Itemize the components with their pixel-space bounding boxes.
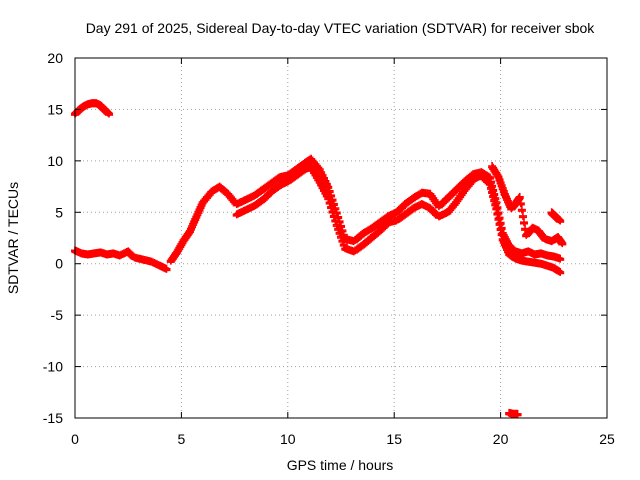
- x-axis-ticks: 0 5 10 15 20 25: [71, 58, 615, 447]
- data-point: [516, 199, 525, 208]
- x-tick-label: 10: [280, 431, 296, 447]
- data-point: [329, 211, 338, 220]
- data-point: [558, 239, 567, 248]
- data-point: [339, 240, 348, 249]
- data-point: [332, 220, 341, 229]
- data-point: [493, 209, 502, 218]
- data-point: [334, 224, 343, 233]
- data-point: [335, 228, 344, 237]
- y-tick-label: -15: [43, 410, 63, 426]
- data-point: [517, 205, 526, 214]
- y-tick-label: -10: [43, 359, 63, 375]
- x-tick-label: 0: [71, 431, 79, 447]
- data-point: [556, 216, 565, 225]
- x-axis-title: GPS time / hours: [287, 457, 394, 473]
- series-late-high: [547, 208, 565, 225]
- series-evening-loop: [488, 162, 567, 248]
- data-point: [556, 254, 565, 263]
- data-point: [515, 192, 524, 201]
- data-point: [485, 179, 494, 188]
- data-points: [71, 99, 567, 418]
- data-point: [495, 219, 504, 228]
- x-tick-label: 20: [493, 431, 509, 447]
- data-point: [337, 232, 345, 241]
- data-point: [520, 218, 529, 227]
- series-near-zero: [71, 246, 171, 273]
- data-point: [338, 236, 347, 245]
- x-tick-label: 15: [386, 431, 402, 447]
- x-tick-label: 5: [178, 431, 186, 447]
- series-midday-a: [166, 154, 565, 265]
- y-tick-label: 5: [55, 204, 63, 220]
- data-point: [162, 264, 171, 273]
- series-early-high: [71, 99, 114, 118]
- data-point: [331, 216, 340, 225]
- data-point: [327, 202, 336, 211]
- data-point: [489, 191, 498, 200]
- data-point: [492, 204, 501, 213]
- data-point: [487, 183, 496, 192]
- plot-frame: [74, 57, 608, 419]
- data-point: [105, 109, 114, 118]
- y-axis-title: SDTVAR / TECUs: [5, 182, 21, 294]
- y-tick-label: 20: [47, 50, 63, 66]
- data-point: [494, 214, 503, 223]
- y-tick-label: 15: [47, 101, 63, 117]
- y-axis-ticks: -15 -10 -5 0 5 10 15 20: [43, 50, 607, 426]
- data-point: [488, 187, 497, 196]
- data-point: [328, 207, 337, 216]
- data-point: [490, 195, 499, 204]
- y-tick-label: 10: [47, 153, 63, 169]
- y-tick-label: 0: [55, 256, 63, 272]
- data-point: [497, 229, 506, 238]
- x-tick-label: 25: [599, 431, 615, 447]
- series-midday-b: [232, 163, 565, 276]
- series-outlier: [505, 408, 522, 418]
- data-point: [496, 224, 505, 233]
- data-point: [324, 193, 333, 202]
- data-point: [325, 198, 334, 207]
- y-tick-label: -5: [51, 307, 64, 323]
- data-point: [491, 200, 500, 209]
- data-point: [518, 211, 527, 220]
- chart-title: Day 291 of 2025, Sidereal Day-to-day VTE…: [86, 20, 596, 36]
- data-point: [556, 267, 565, 276]
- data-point: [513, 409, 522, 418]
